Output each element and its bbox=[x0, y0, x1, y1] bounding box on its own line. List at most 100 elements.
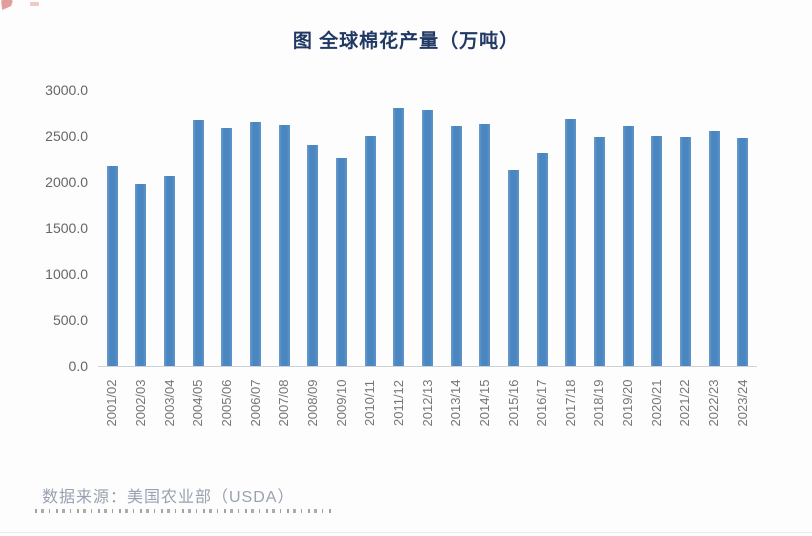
x-tick-label: 2023/24 bbox=[734, 379, 750, 427]
x-tick-label: 2016/17 bbox=[534, 379, 550, 427]
bar-2005/06 bbox=[221, 127, 233, 366]
x-label-cell: 2009/10 bbox=[327, 367, 356, 449]
bar-slot bbox=[155, 90, 184, 366]
x-label-cell: 2008/09 bbox=[299, 367, 328, 449]
x-label-cell: 2013/14 bbox=[442, 367, 471, 449]
x-label-cell: 2003/04 bbox=[155, 367, 184, 449]
y-tick-label: 2500.0 bbox=[45, 128, 88, 144]
bar-2021/22 bbox=[679, 136, 691, 366]
bar-2002/03 bbox=[135, 183, 147, 366]
x-label-cell: 2011/12 bbox=[385, 367, 414, 449]
bar-2015/16 bbox=[508, 170, 520, 366]
x-label-cell: 2014/15 bbox=[471, 367, 500, 449]
bar-slot bbox=[585, 90, 614, 366]
bar-2008/09 bbox=[307, 145, 319, 366]
bar-2011/12 bbox=[393, 108, 405, 366]
x-tick-label: 2001/02 bbox=[104, 379, 120, 427]
bar-slot bbox=[127, 90, 156, 366]
bar-slot bbox=[327, 90, 356, 366]
bar-2023/24 bbox=[737, 137, 749, 366]
x-label-cell: 2018/19 bbox=[585, 367, 614, 449]
x-label-cell: 2020/21 bbox=[642, 367, 671, 449]
bar-2016/17 bbox=[536, 152, 548, 366]
x-label-cell: 2015/16 bbox=[499, 367, 528, 449]
x-label-cell: 2019/20 bbox=[614, 367, 643, 449]
bar-2018/19 bbox=[593, 136, 605, 366]
bar-2013/14 bbox=[450, 125, 462, 366]
x-label-cell: 2006/07 bbox=[241, 367, 270, 449]
bar-slot bbox=[642, 90, 671, 366]
x-tick-label: 2002/03 bbox=[132, 379, 148, 427]
x-tick-label: 2003/04 bbox=[161, 379, 177, 427]
x-tick-label: 2022/23 bbox=[706, 379, 722, 427]
y-tick-label: 500.0 bbox=[52, 312, 88, 328]
bar-2019/20 bbox=[622, 125, 634, 366]
bar-slot bbox=[557, 90, 586, 366]
x-label-cell: 2002/03 bbox=[127, 367, 156, 449]
x-label-cell: 2023/24 bbox=[728, 367, 757, 449]
bar-2006/07 bbox=[250, 122, 262, 366]
bar-slot bbox=[614, 90, 643, 366]
red-annotation-fragment-icon bbox=[1, 0, 13, 10]
bar-2003/04 bbox=[164, 175, 176, 366]
x-tick-label: 2004/05 bbox=[190, 379, 206, 427]
bar-2010/11 bbox=[364, 136, 376, 366]
x-tick-label: 2012/13 bbox=[419, 379, 435, 427]
bar-slot bbox=[700, 90, 729, 366]
x-tick-label: 2018/19 bbox=[591, 379, 607, 427]
chart-title: 图 全球棉花产量（万吨） bbox=[292, 31, 520, 52]
x-tick-label: 2015/16 bbox=[505, 379, 521, 427]
bar-slot bbox=[528, 90, 557, 366]
bar-slot bbox=[671, 90, 700, 366]
y-tick-label: 0.0 bbox=[68, 358, 88, 374]
y-tick-label: 1500.0 bbox=[45, 220, 88, 236]
bar-slot bbox=[299, 90, 328, 366]
x-label-cell: 2022/23 bbox=[700, 367, 729, 449]
x-label-cell: 2001/02 bbox=[98, 367, 127, 449]
bar-chart-plot-area bbox=[98, 90, 757, 367]
bar-slot bbox=[499, 90, 528, 366]
red-annotation-fragment-icon bbox=[30, 2, 39, 6]
clipped-text-fragment bbox=[35, 509, 331, 513]
bar-2012/13 bbox=[422, 110, 434, 366]
x-label-cell: 2010/11 bbox=[356, 367, 385, 449]
x-label-cell: 2004/05 bbox=[184, 367, 213, 449]
y-tick-label: 3000.0 bbox=[45, 82, 88, 98]
bottom-divider bbox=[0, 532, 812, 533]
x-tick-label: 2013/14 bbox=[448, 379, 464, 427]
x-tick-label: 2020/21 bbox=[648, 379, 664, 427]
y-axis-tick-labels: 0.0 500.0 1000.0 1500.0 2000.0 2500.0 3000.0 bbox=[0, 0, 88, 536]
x-label-cell: 2007/08 bbox=[270, 367, 299, 449]
bar-2017/18 bbox=[565, 118, 577, 366]
x-tick-label: 2021/22 bbox=[677, 379, 693, 427]
bar-2001/02 bbox=[106, 166, 118, 366]
x-axis-category-labels: 2001/02 2002/03 2003/04 2004/05 2005/06 2006/… bbox=[98, 367, 757, 449]
x-tick-label: 2009/10 bbox=[333, 379, 349, 427]
x-label-cell: 2016/17 bbox=[528, 367, 557, 449]
x-tick-label: 2010/11 bbox=[362, 379, 378, 427]
bar-slot bbox=[270, 90, 299, 366]
x-tick-label: 2014/15 bbox=[476, 379, 492, 427]
bar-2022/23 bbox=[708, 131, 720, 366]
x-label-cell: 2017/18 bbox=[557, 367, 586, 449]
x-tick-label: 2019/20 bbox=[620, 379, 636, 427]
x-tick-label: 2011/12 bbox=[390, 379, 406, 427]
y-tick-label: 2000.0 bbox=[45, 174, 88, 190]
bar-2020/21 bbox=[651, 136, 663, 366]
bar-slot bbox=[413, 90, 442, 366]
bar-slot bbox=[241, 90, 270, 366]
x-label-cell: 2005/06 bbox=[213, 367, 242, 449]
bar-slot bbox=[442, 90, 471, 366]
data-source-note: 数据来源：美国农业部（USDA） bbox=[42, 489, 295, 506]
x-tick-label: 2006/07 bbox=[247, 379, 263, 427]
bar-slot bbox=[471, 90, 500, 366]
x-tick-label: 2008/09 bbox=[304, 379, 320, 427]
bar-2004/05 bbox=[192, 120, 204, 366]
bar-slot bbox=[385, 90, 414, 366]
bar-slot bbox=[356, 90, 385, 366]
bar-slot bbox=[728, 90, 757, 366]
x-tick-label: 2017/18 bbox=[562, 379, 578, 427]
x-label-cell: 2012/13 bbox=[413, 367, 442, 449]
bar-2014/15 bbox=[479, 124, 491, 366]
